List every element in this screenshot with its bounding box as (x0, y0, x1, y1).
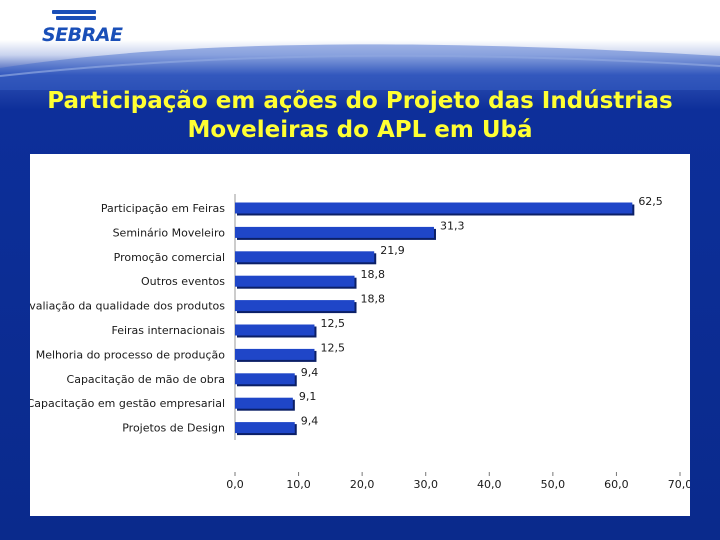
category-label: Feiras internacionais (111, 324, 225, 337)
category-label: Outros eventos (141, 275, 225, 288)
header-swoosh (0, 44, 720, 90)
bar (235, 300, 355, 312)
data-label: 9,4 (301, 366, 319, 379)
bar (235, 373, 295, 385)
bar (235, 226, 434, 238)
category-label: Melhoria do processo de produção (36, 348, 226, 361)
x-tick-label: 30,0 (413, 478, 438, 491)
slide-title-line-2: Moveleiras do APL em Ubá (187, 117, 533, 143)
bar (235, 324, 315, 336)
chart-panel: Participação em Feiras 62,5 Seminário Move… (30, 154, 690, 516)
category-label: Avaliação da qualidade dos produtos (30, 300, 225, 313)
logo-stripe (56, 16, 96, 20)
x-tick-label: 60,0 (604, 478, 629, 491)
data-label: 18,8 (361, 268, 386, 281)
bar-chart: Participação em Feiras 62,5 Seminário Move… (30, 194, 690, 491)
data-label: 12,5 (320, 317, 345, 330)
bar (235, 348, 315, 360)
category-label: Promoção comercial (114, 251, 225, 264)
slide-title-line-1: Participação em ações do Projeto das Ind… (47, 88, 673, 114)
data-label: 31,3 (440, 219, 465, 232)
bar (235, 422, 295, 434)
x-tick-label: 70,0 (668, 478, 690, 491)
data-label: 9,1 (299, 390, 317, 403)
data-label: 18,8 (361, 293, 386, 306)
data-label: 62,5 (638, 195, 663, 208)
bar (235, 397, 293, 409)
slide-title: Participação em ações do Projeto das Ind… (0, 87, 720, 145)
x-tick-label: 0,0 (226, 478, 244, 491)
category-label: Capacitação de mão de obra (67, 373, 225, 386)
category-label: Capacitação em gestão empresarial (30, 397, 225, 410)
x-tick-label: 50,0 (541, 478, 566, 491)
bar (235, 275, 355, 287)
bar (235, 251, 375, 263)
category-label: Projetos de Design (122, 422, 225, 435)
bar (235, 202, 633, 214)
data-label: 9,4 (301, 415, 319, 428)
logo-wordmark: SEBRAE (42, 24, 123, 46)
category-label: Seminário Moveleiro (113, 226, 226, 239)
data-label: 21,9 (380, 244, 405, 257)
category-label: Participação em Feiras (101, 202, 225, 215)
sebrae-logo: SEBRAE (40, 8, 123, 48)
x-tick-label: 40,0 (477, 478, 502, 491)
logo-stripe (52, 10, 96, 14)
data-label: 12,5 (320, 341, 345, 354)
x-tick-label: 10,0 (286, 478, 311, 491)
x-tick-label: 20,0 (350, 478, 375, 491)
